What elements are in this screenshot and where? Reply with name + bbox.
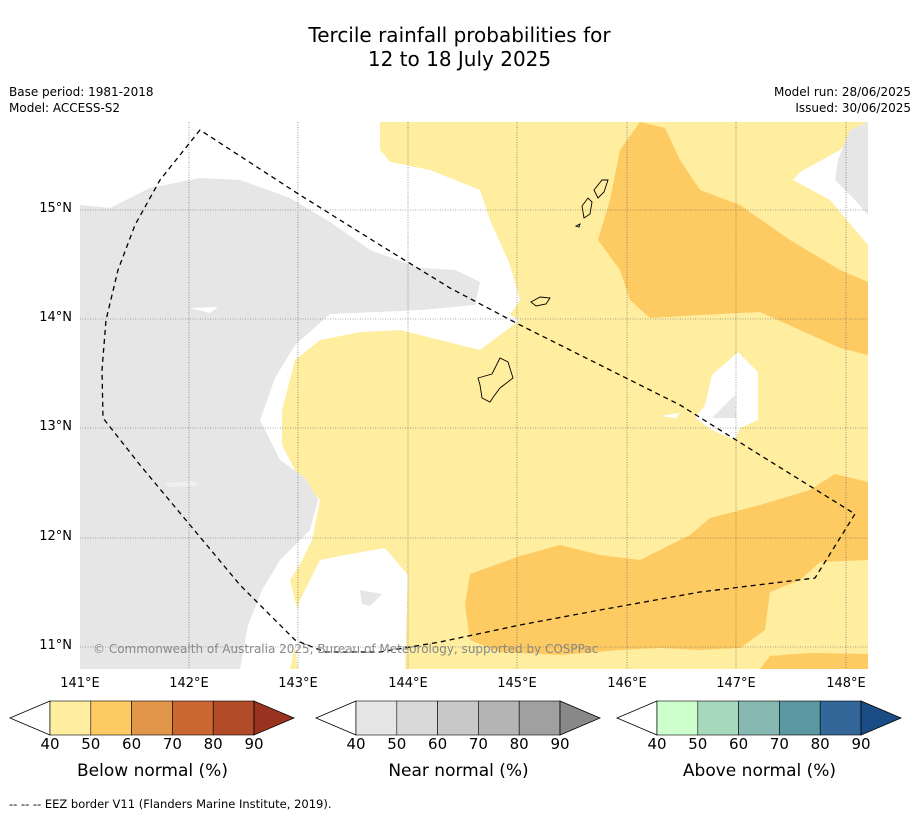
island-outlines — [477, 179, 609, 403]
issued-date: Issued: 30/06/2025 — [795, 101, 911, 115]
colorbar-tick-label: 40 — [647, 735, 667, 753]
colorbar-tick-label: 40 — [40, 735, 60, 753]
lon-label-148: 148°E — [826, 676, 866, 691]
colorbar-below-normal — [8, 700, 296, 736]
colorbar-tick-label: 40 — [346, 735, 366, 753]
white-gap-central — [80, 122, 520, 669]
colorbar-segment — [779, 700, 821, 736]
colorbar-tick-label: 80 — [509, 735, 529, 753]
lat-label-12: 12°N — [39, 529, 72, 544]
colorbar-tick-label: 60 — [428, 735, 448, 753]
colorbar-segment — [656, 700, 699, 736]
eez-border — [101, 129, 856, 653]
colorbar-extend-low — [314, 700, 357, 736]
map-gridlines — [80, 122, 868, 669]
colorbar-segment — [738, 700, 780, 736]
near-normal-patch-east — [712, 395, 736, 418]
white-pocket-east — [695, 352, 758, 440]
colorbar-near-normal — [314, 700, 602, 736]
colorbar-segment — [478, 700, 520, 736]
base-period: Base period: 1981-2018 — [9, 85, 154, 99]
tinian-island — [581, 197, 593, 219]
colorbar-tick-label: 80 — [810, 735, 830, 753]
colorbar-segment — [355, 700, 398, 736]
small-island — [574, 223, 581, 228]
saipan-island — [593, 179, 609, 199]
colorbar-tick-label: 50 — [688, 735, 708, 753]
lon-label-142: 142°E — [169, 676, 209, 691]
colorbar-extend-high — [559, 700, 602, 736]
colorbar-above-normal — [615, 700, 903, 736]
lat-label-11: 11°N — [39, 638, 72, 653]
colorbar-extend-low — [8, 700, 51, 736]
colorbar-tick-label: 60 — [122, 735, 142, 753]
colorbar-segment — [49, 700, 92, 736]
colorbar-segment — [172, 700, 214, 736]
colorbar-segment — [212, 700, 255, 736]
below-normal-50-patch-se — [760, 653, 868, 669]
rota-island — [530, 296, 551, 307]
model-name: Model: ACCESS-S2 — [9, 101, 121, 115]
colorbar-tick-label: 70 — [468, 735, 488, 753]
lon-label-144: 144°E — [388, 676, 428, 691]
below-normal-50-region-south — [465, 474, 868, 655]
colorbar-tick-label: 90 — [851, 735, 871, 753]
colorbar-tick-label: 50 — [387, 735, 407, 753]
colorbar-tick-label: 50 — [81, 735, 101, 753]
map-title-line2: 12 to 18 July 2025 — [367, 47, 552, 71]
colorbars — [8, 700, 903, 736]
colorbar-tick-label: 90 — [550, 735, 570, 753]
colorbar-segment — [697, 700, 739, 736]
colorbar-segment — [131, 700, 173, 736]
colorbar-tick-label: 80 — [203, 735, 223, 753]
lon-label-147: 147°E — [716, 676, 756, 691]
eez-footnote: -- -- -- EEZ border V11 (Flanders Marine… — [9, 797, 332, 811]
lon-label-141: 141°E — [60, 676, 100, 691]
colorbar-title-above: Above normal (%) — [682, 761, 837, 781]
colorbar-tick-label: 70 — [769, 735, 789, 753]
colorbar-segment — [437, 700, 479, 736]
colorbar-tick-label: 90 — [244, 735, 264, 753]
map-title-line1: Tercile rainfall probabilities for — [308, 23, 611, 47]
colorbar-title-near: Near normal (%) — [388, 761, 529, 781]
colorbar-segment — [396, 700, 438, 736]
model-run: Model run: 28/06/2025 — [773, 85, 911, 99]
white-gap-south — [292, 548, 408, 669]
below-normal-50-region-north — [598, 122, 868, 355]
lon-label-145: 145°E — [497, 676, 537, 691]
lat-label-14: 14°N — [39, 310, 72, 325]
colorbar-segment — [518, 700, 561, 736]
colorbar-segment — [819, 700, 862, 736]
colorbar-segment — [90, 700, 132, 736]
lat-label-13: 13°N — [39, 419, 72, 434]
colorbar-tick-label: 70 — [162, 735, 182, 753]
copyright-notice: © Commonwealth of Australia 2025, Bureau… — [93, 642, 598, 656]
colorbar-extend-high — [860, 700, 903, 736]
guam-island — [477, 357, 514, 403]
colorbar-title-below: Below normal (%) — [77, 761, 228, 781]
colorbar-extend-high — [253, 700, 296, 736]
lon-label-146: 146°E — [607, 676, 647, 691]
lat-label-15: 15°N — [39, 201, 72, 216]
colorbar-extend-low — [615, 700, 658, 736]
lon-label-143: 143°E — [278, 676, 318, 691]
colorbar-tick-label: 60 — [729, 735, 749, 753]
